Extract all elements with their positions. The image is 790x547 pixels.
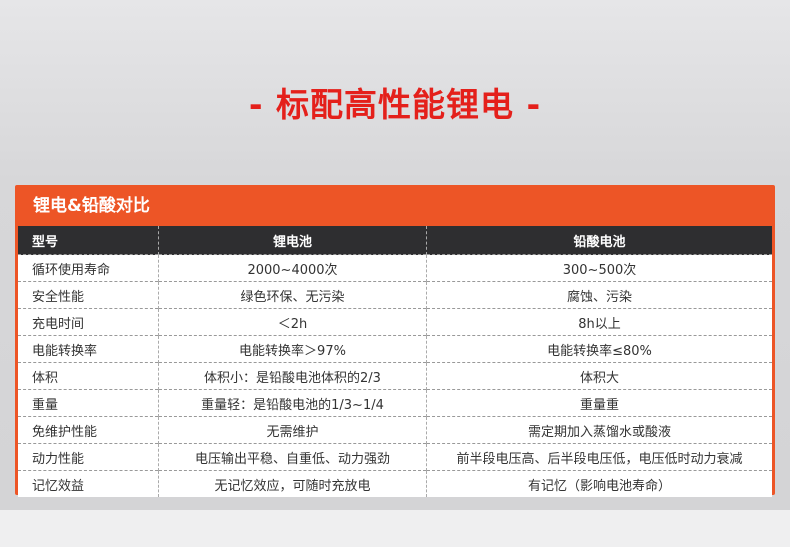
header-lithium: 锂电池 [158,226,427,255]
row-label: 动力性能 [18,443,159,471]
table-row: 免维护性能 无需维护 需定期加入蒸馏水或酸液 [18,416,772,444]
table-row: 记忆效益 无记忆效应，可随时充放电 有记忆（影响电池寿命） [18,470,772,497]
lead-acid-cell: 300~500次 [426,254,772,282]
row-label: 安全性能 [18,281,159,309]
table-row: 动力性能 电压输出平稳、自重低、动力强劲 前半段电压高、后半段电压低，电压低时动力衰… [18,443,772,471]
table-row: 重量 重量轻：是铅酸电池的1/3~1/4 重量重 [18,389,772,417]
lithium-cell: 绿色环保、无污染 [158,281,427,309]
lead-acid-cell: 8h以上 [426,308,772,336]
page-title: - 标配高性能锂电 - [248,85,542,124]
header-lead-acid: 铅酸电池 [426,226,772,255]
lithium-cell: 体积小：是铅酸电池体积的2/3 [158,362,427,390]
lithium-cell: 无需维护 [158,416,427,444]
row-label: 充电时间 [18,308,159,336]
row-label: 循环使用寿命 [18,254,159,282]
lead-acid-cell: 腐蚀、污染 [426,281,772,309]
panel-title: 锂电&铅酸对比 [33,196,150,216]
table-row: 电能转换率 电能转换率＞97% 电能转换率≤80% [18,335,772,363]
lead-acid-cell: 电能转换率≤80% [426,335,772,363]
header-model: 型号 [18,226,159,255]
lithium-cell: 电压输出平稳、自重低、动力强劲 [158,443,427,471]
comparison-panel: 锂电&铅酸对比 型号 锂电池 铅酸电池 循环使用寿命 2000~4000次 300~… [15,185,775,497]
lead-acid-cell: 重量重 [426,389,772,417]
lead-acid-cell: 需定期加入蒸馏水或酸液 [426,416,772,444]
table-row: 安全性能 绿色环保、无污染 腐蚀、污染 [18,281,772,309]
lead-acid-cell: 有记忆（影响电池寿命） [426,470,772,497]
lead-acid-cell: 体积大 [426,362,772,390]
row-label: 记忆效益 [18,470,159,497]
table-row: 体积 体积小：是铅酸电池体积的2/3 体积大 [18,362,772,390]
lithium-cell: ＜2h [158,308,427,336]
row-label: 电能转换率 [18,335,159,363]
row-label: 体积 [18,362,159,390]
table-row: 循环使用寿命 2000~4000次 300~500次 [18,254,772,282]
bottom-band [0,510,790,547]
lead-acid-cell: 前半段电压高、后半段电压低，电压低时动力衰减 [426,443,772,471]
row-label: 免维护性能 [18,416,159,444]
lithium-cell: 2000~4000次 [158,254,427,282]
lithium-cell: 重量轻：是铅酸电池的1/3~1/4 [158,389,427,417]
comparison-table: 型号 锂电池 铅酸电池 循环使用寿命 2000~4000次 300~500次 安全性能… [18,226,772,497]
row-label: 重量 [18,389,159,417]
table-row: 充电时间 ＜2h 8h以上 [18,308,772,336]
lithium-cell: 电能转换率＞97% [158,335,427,363]
table-header-row: 型号 锂电池 铅酸电池 [18,226,772,255]
lithium-cell: 无记忆效应，可随时充放电 [158,470,427,497]
